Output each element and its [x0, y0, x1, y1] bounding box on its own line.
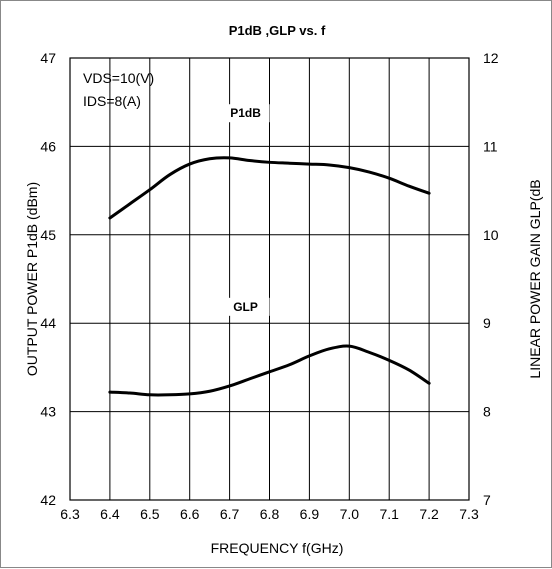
y-left-tick-label: 43: [40, 404, 56, 420]
y-left-tick-labels: 42 43 44 45 46 47: [40, 50, 56, 508]
annotation-vds: VDS=10(V): [83, 70, 154, 86]
x-tick-label: 6.4: [100, 506, 120, 522]
y-left-tick-label: 44: [40, 315, 56, 331]
x-tick-label: 6.8: [260, 506, 280, 522]
y-right-tick-label: 7: [483, 492, 491, 508]
series-p1db-label-bg: [221, 104, 270, 123]
y-right-tick-label: 9: [483, 315, 491, 331]
y-left-axis-label: OUTPUT POWER P1dB (dBm): [24, 182, 40, 376]
x-tick-label: 6.7: [220, 506, 240, 522]
x-tick-label: 7.2: [419, 506, 439, 522]
x-axis-label: FREQUENCY f(GHz): [211, 540, 344, 556]
x-tick-label: 7.1: [379, 506, 399, 522]
y-right-tick-label: 11: [483, 138, 498, 154]
y-right-axis-label: LINEAR POWER GAIN GLP(dB: [527, 179, 543, 378]
series-p1db-line: [108, 156, 431, 220]
y-left-tick-label: 46: [40, 138, 56, 154]
y-right-tick-labels: 7 8 9 10 11 12: [483, 50, 499, 508]
y-left-tick-label: 47: [40, 50, 56, 66]
x-tick-label: 7.0: [340, 506, 360, 522]
y-left-tick-label: 45: [40, 227, 56, 243]
chart-title: P1dB ,GLP vs. f: [229, 23, 326, 38]
grid-lines: [70, 58, 469, 500]
annotation-ids: IDS=8(A): [83, 93, 141, 109]
y-left-tick-label: 42: [40, 492, 56, 508]
x-tick-label: 6.9: [300, 506, 320, 522]
series-glp-label-bg: [221, 297, 270, 316]
plot-area: [69, 57, 470, 501]
x-tick-label: 6.5: [140, 506, 160, 522]
x-tick-label: 6.3: [60, 506, 80, 522]
series-glp-line: [108, 344, 431, 397]
x-tick-label: 7.3: [459, 506, 479, 522]
series-glp-label: GLP: [233, 300, 258, 314]
series-p1db-label: P1dB: [230, 106, 261, 120]
y-right-tick-label: 8: [483, 404, 491, 420]
y-right-tick-label: 12: [483, 50, 499, 66]
series-layer: P1dB GLP: [108, 104, 431, 397]
y-right-tick-label: 10: [483, 227, 499, 243]
x-tick-labels: 6.3 6.4 6.5 6.6 6.7 6.8 6.9 7.0 7.1 7.2 7.3: [60, 506, 479, 522]
x-tick-label: 6.6: [180, 506, 200, 522]
